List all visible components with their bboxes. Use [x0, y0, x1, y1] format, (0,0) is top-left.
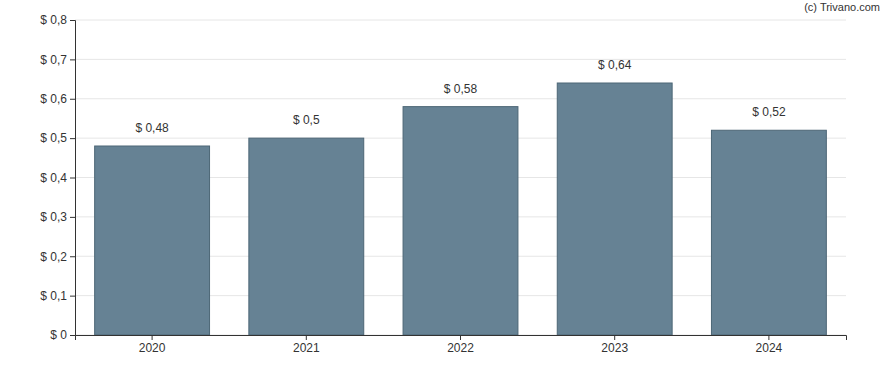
y-tick-label: $ 0 — [50, 328, 67, 342]
y-tick-label: $ 0,7 — [40, 53, 67, 67]
x-tick: 2023 — [601, 335, 628, 355]
grid — [75, 20, 846, 335]
x-axis: 2020 2021 2022 2023 2024 — [76, 335, 847, 355]
x-tick-label: 2021 — [293, 341, 320, 355]
y-axis-line — [70, 21, 76, 336]
bar — [557, 83, 672, 335]
x-tick-mark — [768, 335, 769, 340]
y-tick: $ 0,1 — [40, 289, 75, 303]
x-tick-label: 2022 — [447, 341, 474, 355]
data-label: $ 0,58 — [444, 82, 478, 96]
y-tick-label: $ 0,6 — [40, 92, 67, 106]
y-tick-label: $ 0,4 — [40, 171, 67, 185]
x-tick-mark — [460, 335, 461, 340]
grid-line — [75, 20, 846, 21]
y-tick-mark — [70, 59, 75, 60]
bars — [95, 83, 827, 335]
x-tick-mark — [306, 335, 307, 340]
y-tick-mark — [70, 178, 75, 179]
y-tick-mark — [70, 20, 75, 21]
y-tick-mark — [70, 99, 75, 100]
y-tick-mark — [70, 217, 75, 218]
y-tick: $ 0,7 — [40, 53, 75, 67]
bar — [95, 146, 210, 335]
y-tick: $ 0,2 — [40, 250, 75, 264]
bar — [711, 130, 826, 335]
x-axis-line — [76, 336, 847, 341]
x-tick-mark — [152, 335, 153, 340]
x-tick-label: 2024 — [756, 341, 783, 355]
y-tick-mark — [70, 256, 75, 257]
x-tick: 2021 — [293, 335, 320, 355]
chart: $ 0 $ 0,1 $ 0,2 $ 0,3 $ 0,4 $ 0,5 $ 0,6 $ 0,7 $ … — [0, 0, 888, 370]
data-label: $ 0,52 — [752, 105, 786, 119]
x-tick: 2022 — [447, 335, 474, 355]
x-tick-mark — [614, 335, 615, 340]
y-tick: $ 0,4 — [40, 171, 75, 185]
y-tick-label: $ 0,1 — [40, 289, 67, 303]
y-tick: $ 0,3 — [40, 210, 75, 224]
y-tick: $ 0 — [50, 328, 75, 342]
y-tick: $ 0,5 — [40, 131, 75, 145]
y-tick-mark — [70, 335, 75, 336]
bar — [403, 107, 518, 335]
y-tick-label: $ 0,8 — [40, 13, 67, 27]
x-tick: 2024 — [756, 335, 783, 355]
y-tick-label: $ 0,2 — [40, 250, 67, 264]
x-tick: 2020 — [139, 335, 166, 355]
y-axis: $ 0 $ 0,1 $ 0,2 $ 0,3 $ 0,4 $ 0,5 $ 0,6 $ 0,7 $ … — [40, 13, 75, 342]
data-label: $ 0,64 — [598, 58, 632, 72]
y-tick: $ 0,8 — [40, 13, 75, 27]
y-tick-label: $ 0,5 — [40, 131, 67, 145]
x-tick-label: 2023 — [601, 341, 628, 355]
data-label: $ 0,5 — [293, 113, 320, 127]
annotation: (c) Trivano.com — [804, 1, 880, 13]
grid-line — [75, 59, 846, 60]
x-tick-label: 2020 — [139, 341, 166, 355]
y-tick-mark — [70, 296, 75, 297]
bar — [249, 138, 364, 335]
data-label: $ 0,48 — [135, 121, 169, 135]
data-labels: $ 0,48 $ 0,5 $ 0,58 $ 0,64 $ 0,52 — [135, 58, 785, 135]
y-tick-mark — [70, 138, 75, 139]
y-tick: $ 0,6 — [40, 92, 75, 106]
y-tick-label: $ 0,3 — [40, 210, 67, 224]
grid-line — [75, 98, 846, 99]
